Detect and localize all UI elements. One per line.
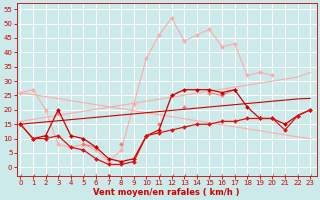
Text: →: → [131,173,137,182]
Text: ↙: ↙ [181,173,188,182]
Text: ↙: ↙ [43,173,49,182]
Text: →: → [118,173,124,182]
Text: ↙: ↙ [30,173,36,182]
Text: ↓: ↓ [194,173,200,182]
Text: ↓: ↓ [282,173,288,182]
Text: ↓: ↓ [231,173,238,182]
Text: ↓: ↓ [294,173,301,182]
Text: ↓: ↓ [307,173,313,182]
Text: ↑: ↑ [105,173,112,182]
Text: ↙: ↙ [55,173,61,182]
Text: ↙: ↙ [156,173,162,182]
Text: ↓: ↓ [93,173,99,182]
Text: ↙: ↙ [168,173,175,182]
Text: ↓: ↓ [68,173,74,182]
Text: ↙: ↙ [17,173,24,182]
Text: ↓: ↓ [80,173,87,182]
X-axis label: Vent moyen/en rafales ( km/h ): Vent moyen/en rafales ( km/h ) [93,188,240,197]
Text: ↓: ↓ [244,173,251,182]
Text: ↓: ↓ [219,173,225,182]
Text: ↓: ↓ [257,173,263,182]
Text: ↓: ↓ [269,173,276,182]
Text: →: → [143,173,150,182]
Text: ↓: ↓ [206,173,212,182]
